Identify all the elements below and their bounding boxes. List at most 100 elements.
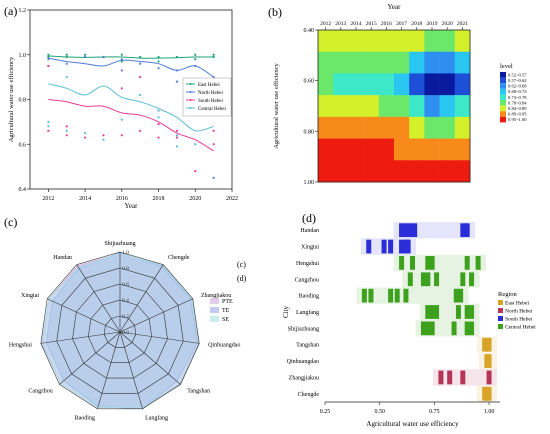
city-value-tile: [469, 272, 475, 287]
heatmap-cell: [439, 51, 456, 74]
x-tick-label-a: 2018: [153, 196, 165, 202]
legend-label-b: 0.84~0.89: [508, 106, 527, 111]
y-axis-label-d: City: [282, 305, 290, 318]
heatmap-cell: [348, 73, 364, 96]
heatmap-cell: [348, 95, 364, 118]
city-value-tile: [403, 288, 409, 303]
legend-label-b: 0.62~0.68: [508, 84, 527, 89]
heatmap-cell: [378, 116, 395, 139]
city-value-tile: [410, 256, 415, 270]
heatmap-cell: [409, 73, 425, 96]
x-tick-label-b: 2020: [442, 21, 453, 27]
city-value-tile: [399, 256, 405, 270]
heatmap-cell: [409, 160, 425, 183]
heatmap-cell: [348, 51, 364, 74]
city-density-band: [393, 254, 487, 272]
series-east-hebei-point: [157, 55, 160, 59]
heatmap-cell: [318, 95, 334, 118]
y-tick-label-b: 0.60: [304, 79, 315, 85]
series-east-hebei-point: [194, 58, 197, 61]
city-value-tile: [434, 305, 440, 319]
series-central-hebei-point: [120, 118, 123, 121]
x-tick-label-d: 0.75: [429, 409, 440, 415]
city-label: Xingtai: [301, 245, 319, 251]
series-south-hebei-point: [139, 129, 142, 132]
radar-axis-label: Hengshui: [9, 343, 32, 349]
y-tick-label-a: 0.6: [19, 142, 27, 148]
heatmap-cell: [333, 116, 349, 139]
heatmap-cell: [348, 30, 364, 53]
radar-axis-label: Chengde: [168, 255, 190, 261]
legend-swatch-d: [498, 324, 503, 329]
legend-swatch-b: [500, 105, 506, 112]
series-north-hebei-point: [102, 55, 105, 59]
x-tick-label-d: 0.25: [320, 409, 331, 415]
radar-axis-label: Qinhuangdao: [208, 343, 240, 349]
city-value-tile: [486, 337, 492, 352]
panel-side-label-d: (d): [237, 274, 247, 283]
y-tick-label-a: 1.0: [19, 53, 27, 59]
heatmap-cell: [363, 138, 380, 161]
series-east-hebei-point: [120, 53, 123, 56]
series-north-hebei-trend-line: [48, 57, 214, 78]
heatmap-cell: [394, 30, 410, 53]
series-north-hebei-point: [47, 58, 50, 61]
y-tick-label-b: 1.00: [304, 180, 315, 186]
heatmap-cell: [424, 116, 440, 139]
legend-marker-a: [189, 91, 192, 93]
heatmap-cell: [394, 138, 410, 161]
series-north-hebei-point: [212, 176, 215, 179]
legend-swatch-c: [210, 316, 219, 322]
panel-label-c: (c): [4, 215, 17, 229]
heatmap-cell: [424, 51, 440, 74]
series-east-hebei-point: [47, 55, 50, 59]
radar-axis-label: Cangzhou: [28, 388, 52, 394]
legend-label-a: Central Hebei: [198, 107, 227, 112]
city-value-tile: [381, 239, 387, 254]
city-value-tile: [388, 239, 394, 254]
city-value-tile: [464, 256, 470, 270]
legend-label-b: 0.95~1.00: [508, 117, 527, 122]
heatmap-cell: [318, 116, 334, 139]
heatmap-cell: [424, 160, 440, 183]
legend-swatch-b: [500, 72, 506, 78]
heatmap-cell: [363, 51, 380, 74]
radar-axis-label: Shijiazhuang: [104, 241, 135, 247]
x-tick-label-b: 2019: [427, 21, 438, 27]
radar-axis-label: Baoding: [75, 415, 95, 421]
city-value-tile: [366, 239, 372, 254]
panel-side-label-c: (c): [237, 260, 246, 269]
city-value-tile: [405, 239, 411, 254]
x-tick-label-b: 2015: [366, 21, 377, 27]
series-east-hebei-point: [175, 55, 179, 59]
series-south-hebei-point: [157, 123, 160, 126]
x-axis-label-b: Year: [388, 3, 402, 11]
city-value-tile: [425, 272, 431, 287]
x-tick-label-b: 2016: [381, 21, 392, 27]
panel-c-radar: 0.0 0.2 0.4 0.6 0.8 1.0 Shijiazhuang Chengde Zha…: [9, 241, 241, 421]
y-tick-label-a: 0.8: [19, 98, 27, 104]
city-value-tile: [455, 305, 461, 319]
heatmap-cell: [318, 30, 334, 53]
series-south-hebei-point: [47, 64, 50, 68]
x-tick-label-b: 2014: [351, 21, 362, 27]
city-value-tile: [475, 256, 481, 270]
series-south-hebei-point: [83, 136, 87, 139]
legend-swatch-c: [210, 307, 219, 313]
city-value-tile: [403, 223, 409, 238]
legend-label-b: 0.68~0.73: [508, 89, 527, 94]
series-east-hebei-point: [83, 53, 87, 56]
legend-swatch-b: [500, 77, 506, 84]
series-north-hebei-point: [157, 67, 160, 70]
series-central-hebei-point: [175, 145, 179, 148]
legend-label-b: 0.57~0.62: [508, 78, 527, 83]
city-value-tile: [469, 321, 475, 336]
y-tick-label-b: 0.80: [304, 129, 315, 135]
series-central-hebei-point: [157, 109, 160, 112]
city-label: Chengde: [298, 392, 320, 398]
legend-swatch-b: [500, 111, 506, 117]
city-value-tile: [420, 272, 426, 287]
legend-marker-a: [189, 107, 192, 109]
y-tick-label-a: 0.4: [19, 187, 27, 193]
